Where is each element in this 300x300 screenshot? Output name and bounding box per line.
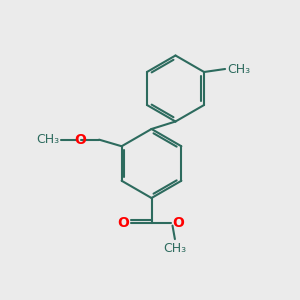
Text: O: O — [172, 216, 184, 230]
Text: CH₃: CH₃ — [227, 62, 250, 76]
Text: CH₃: CH₃ — [36, 133, 59, 146]
Text: CH₃: CH₃ — [163, 242, 187, 255]
Text: O: O — [75, 133, 86, 147]
Text: O: O — [118, 216, 130, 230]
